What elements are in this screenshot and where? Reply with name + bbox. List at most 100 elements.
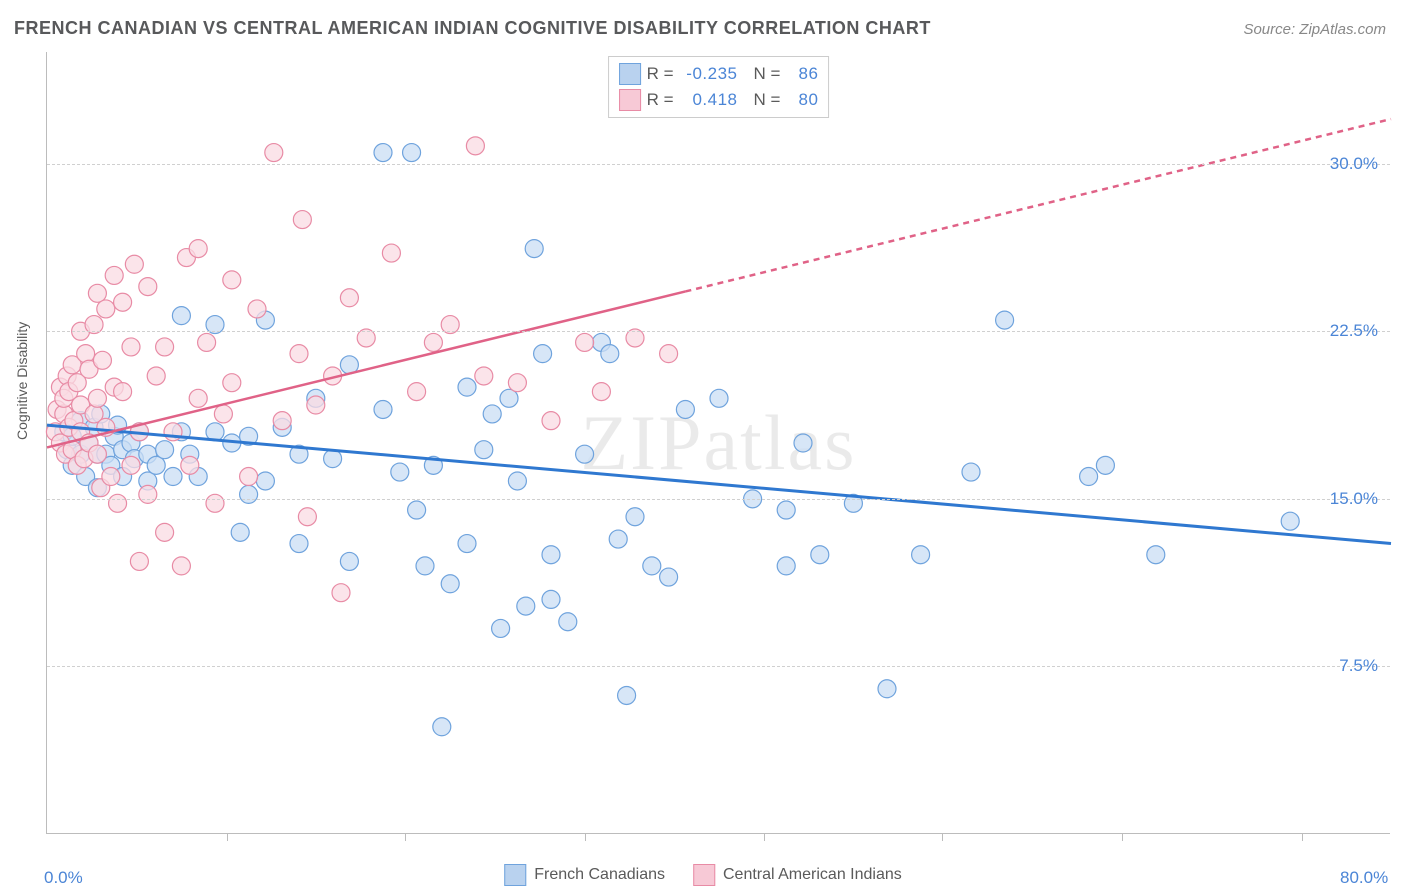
data-point xyxy=(88,445,106,463)
data-point xyxy=(248,300,266,318)
series-swatch xyxy=(619,63,641,85)
data-point xyxy=(878,680,896,698)
data-point xyxy=(618,686,636,704)
data-point xyxy=(231,523,249,541)
data-point xyxy=(811,546,829,564)
y-axis-label: Cognitive Disability xyxy=(14,322,30,440)
data-point xyxy=(433,718,451,736)
data-point xyxy=(403,144,421,162)
data-point xyxy=(164,468,182,486)
x-tick-label: 0.0% xyxy=(44,868,83,888)
data-point xyxy=(601,345,619,363)
data-point xyxy=(962,463,980,481)
x-tick xyxy=(942,833,943,841)
data-point xyxy=(542,546,560,564)
data-point xyxy=(172,307,190,325)
data-point xyxy=(458,535,476,553)
data-point xyxy=(156,441,174,459)
stat-label: N = xyxy=(754,90,781,110)
data-point xyxy=(109,494,127,512)
grid-line xyxy=(47,499,1390,500)
x-tick xyxy=(227,833,228,841)
r-value: 0.418 xyxy=(680,90,738,110)
data-point xyxy=(525,240,543,258)
series-legend: French CanadiansCentral American Indians xyxy=(504,864,902,886)
data-point xyxy=(125,255,143,273)
data-point xyxy=(676,400,694,418)
data-point xyxy=(340,289,358,307)
x-tick xyxy=(1302,833,1303,841)
data-point xyxy=(307,396,325,414)
data-point xyxy=(223,271,241,289)
data-point xyxy=(626,508,644,526)
data-point xyxy=(391,463,409,481)
data-point xyxy=(576,333,594,351)
x-tick-label: 80.0% xyxy=(1340,868,1388,888)
data-point xyxy=(139,278,157,296)
data-point xyxy=(130,552,148,570)
legend-item: Central American Indians xyxy=(693,864,902,886)
data-point xyxy=(88,389,106,407)
data-point xyxy=(256,472,274,490)
data-point xyxy=(223,374,241,392)
data-point xyxy=(97,300,115,318)
data-point xyxy=(189,389,207,407)
data-point xyxy=(794,434,812,452)
data-point xyxy=(458,378,476,396)
data-point xyxy=(332,584,350,602)
stat-label: R = xyxy=(647,64,674,84)
data-point xyxy=(996,311,1014,329)
data-point xyxy=(122,456,140,474)
correlation-row: R =0.418N =80 xyxy=(619,87,819,113)
data-point xyxy=(542,590,560,608)
data-point xyxy=(265,144,283,162)
chart-header: FRENCH CANADIAN VS CENTRAL AMERICAN INDI… xyxy=(0,0,1406,47)
data-point xyxy=(424,333,442,351)
chart-title: FRENCH CANADIAN VS CENTRAL AMERICAN INDI… xyxy=(14,18,931,39)
data-point xyxy=(710,389,728,407)
data-point xyxy=(660,345,678,363)
data-point xyxy=(147,367,165,385)
data-point xyxy=(105,266,123,284)
data-point xyxy=(777,557,795,575)
data-point xyxy=(1080,468,1098,486)
n-value: 86 xyxy=(786,64,818,84)
data-point xyxy=(290,535,308,553)
data-point xyxy=(508,374,526,392)
data-point xyxy=(374,144,392,162)
data-point xyxy=(240,485,258,503)
data-point xyxy=(156,338,174,356)
stat-label: N = xyxy=(754,64,781,84)
data-point xyxy=(508,472,526,490)
grid-line xyxy=(47,331,1390,332)
data-point xyxy=(912,546,930,564)
data-point xyxy=(1281,512,1299,530)
data-point xyxy=(114,293,132,311)
x-tick xyxy=(764,833,765,841)
data-point xyxy=(475,441,493,459)
legend-label: Central American Indians xyxy=(723,866,902,884)
data-point xyxy=(102,468,120,486)
source-attribution: Source: ZipAtlas.com xyxy=(1243,21,1386,38)
n-value: 80 xyxy=(786,90,818,110)
grid-line xyxy=(47,164,1390,165)
grid-line xyxy=(47,666,1390,667)
data-point xyxy=(290,345,308,363)
trend-line xyxy=(47,291,685,447)
series-swatch xyxy=(693,864,715,886)
data-point xyxy=(416,557,434,575)
series-swatch xyxy=(619,89,641,111)
chart-svg xyxy=(47,52,1390,833)
data-point xyxy=(576,445,594,463)
x-tick xyxy=(585,833,586,841)
data-point xyxy=(777,501,795,519)
data-point xyxy=(559,613,577,631)
data-point xyxy=(475,367,493,385)
data-point xyxy=(139,485,157,503)
data-point xyxy=(534,345,552,363)
data-point xyxy=(517,597,535,615)
y-tick-label: 22.5% xyxy=(1330,321,1378,341)
y-tick-label: 30.0% xyxy=(1330,154,1378,174)
data-point xyxy=(93,351,111,369)
data-point xyxy=(1096,456,1114,474)
